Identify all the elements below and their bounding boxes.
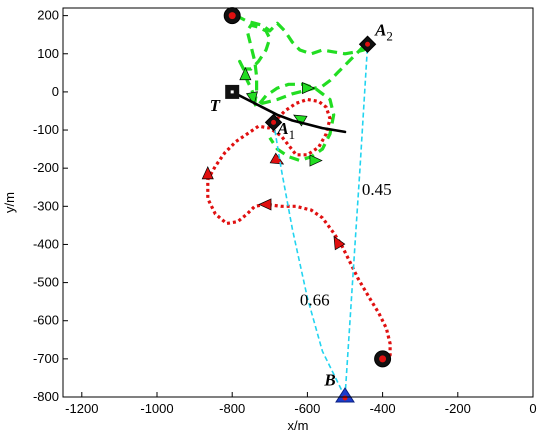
direction-arrow xyxy=(333,235,346,251)
annotation-text: A xyxy=(374,20,386,39)
series-line xyxy=(235,14,370,163)
x-tick-label: -400 xyxy=(370,401,396,416)
annotation-text: B xyxy=(323,371,335,390)
x-tick-label: -800 xyxy=(219,401,245,416)
y-tick-label: -600 xyxy=(33,313,59,328)
x-tick-label: -1000 xyxy=(140,401,173,416)
annotation-A2: A2 xyxy=(374,20,393,43)
diamond-marker-center xyxy=(271,119,277,125)
direction-arrow xyxy=(201,166,214,180)
arrow-head xyxy=(309,154,323,167)
direction-arrow xyxy=(293,114,308,127)
y-tick-label: -500 xyxy=(33,275,59,290)
marker-layer xyxy=(223,7,392,403)
direction-arrow xyxy=(309,154,323,167)
arrow-head xyxy=(239,66,252,81)
annotation-A1: A1 xyxy=(276,119,295,142)
x-tick-label: -200 xyxy=(445,401,471,416)
series-line xyxy=(344,44,369,398)
direction-arrow xyxy=(245,91,258,106)
tick-layer: -1200 -1000 -800 -600 -400 -200 0 200 100 0 -100 -2… xyxy=(33,8,537,416)
x-tick-label: -1200 xyxy=(65,401,98,416)
direction-arrow xyxy=(239,66,252,81)
annotation-subscript: 1 xyxy=(289,127,296,142)
arrow-head xyxy=(201,166,214,180)
diamond-marker-center xyxy=(365,41,371,47)
direction-arrow xyxy=(302,82,316,95)
target-square-center xyxy=(230,90,234,94)
annotation-T: T xyxy=(210,96,221,115)
y-tick-label: 100 xyxy=(37,46,59,61)
series-line xyxy=(230,90,347,134)
annotation-text: A xyxy=(276,119,288,138)
y-tick-label: -700 xyxy=(33,351,59,366)
series-line xyxy=(272,122,346,398)
x-tick-label: -600 xyxy=(294,401,320,416)
direction-arrow xyxy=(269,152,285,165)
y-tick-label: 200 xyxy=(37,8,59,23)
annotation-B: B xyxy=(323,371,335,390)
x-axis-label: x/m xyxy=(288,418,309,433)
start-circle-center xyxy=(379,355,387,363)
y-tick-label: -800 xyxy=(33,389,59,404)
arrow-head xyxy=(269,152,285,165)
annotation-text: 0.66 xyxy=(300,290,330,309)
y-tick-label: -200 xyxy=(33,160,59,175)
base-triangle-center xyxy=(342,395,348,401)
plot-frame xyxy=(62,7,534,398)
arrow-head xyxy=(293,114,308,127)
y-axis-label: y/m xyxy=(2,192,17,213)
y-tick-label: -300 xyxy=(33,198,59,213)
annotation-text: T xyxy=(210,96,221,115)
start-circle-center xyxy=(228,12,236,20)
x-tick-label: 0 xyxy=(529,401,536,416)
y-tick-label: -400 xyxy=(33,236,59,251)
arrow-head xyxy=(302,82,316,95)
annotation-d066: 0.66 xyxy=(300,290,330,309)
arrow-head xyxy=(258,198,272,211)
direction-arrow xyxy=(258,198,272,211)
arrow-head xyxy=(333,235,346,251)
series-line xyxy=(206,97,392,357)
annotation-d045: 0.45 xyxy=(362,180,392,199)
series-layer xyxy=(201,14,392,398)
base-triangle-marker xyxy=(335,387,355,403)
arrow-head xyxy=(245,91,258,106)
y-tick-label: -100 xyxy=(33,122,59,137)
y-tick-label: 0 xyxy=(52,84,59,99)
annotation-subscript: 2 xyxy=(386,28,393,43)
annotation-text: 0.45 xyxy=(362,180,392,199)
